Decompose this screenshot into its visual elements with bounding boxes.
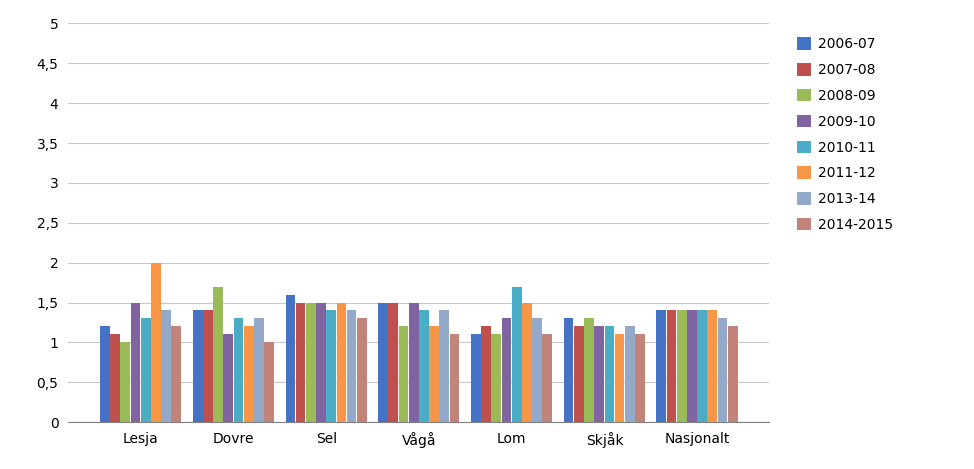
Bar [171,326,181,422]
Bar [131,303,140,422]
Bar [162,310,171,422]
Bar [337,303,347,422]
Bar [594,326,604,422]
Bar [347,310,356,422]
Bar [697,310,707,422]
Bar [635,334,645,422]
Bar [430,326,439,422]
Bar [151,263,161,422]
Bar [491,334,501,422]
Bar [409,303,419,422]
Bar [728,326,737,422]
Bar [718,318,728,422]
Bar [574,326,583,422]
Bar [707,310,717,422]
Bar [223,334,233,422]
Bar [234,318,244,422]
Bar [203,310,212,422]
Bar [564,318,574,422]
Bar [522,303,532,422]
Bar [450,334,460,422]
Bar [419,310,429,422]
Bar [481,326,491,422]
Bar [213,287,223,422]
Bar [656,310,666,422]
Bar [193,310,203,422]
Bar [511,287,521,422]
Bar [584,318,594,422]
Bar [264,342,274,422]
Bar [389,303,398,422]
Bar [439,310,449,422]
Bar [306,303,316,422]
Bar [543,334,552,422]
Bar [285,295,295,422]
Bar [687,310,696,422]
Bar [677,310,687,422]
Bar [605,326,615,422]
Bar [121,342,131,422]
Bar [502,318,511,422]
Bar [666,310,676,422]
Bar [356,318,366,422]
Bar [244,326,253,422]
Bar [296,303,306,422]
Bar [141,318,151,422]
Bar [398,326,408,422]
Bar [471,334,481,422]
Bar [110,334,120,422]
Bar [625,326,635,422]
Legend: 2006-07, 2007-08, 2008-09, 2009-10, 2010-11, 2011-12, 2013-14, 2014-2015: 2006-07, 2007-08, 2008-09, 2009-10, 2010… [791,30,900,239]
Bar [532,318,542,422]
Bar [254,318,264,422]
Bar [615,334,624,422]
Bar [326,310,336,422]
Bar [317,303,326,422]
Bar [100,326,110,422]
Bar [378,303,388,422]
